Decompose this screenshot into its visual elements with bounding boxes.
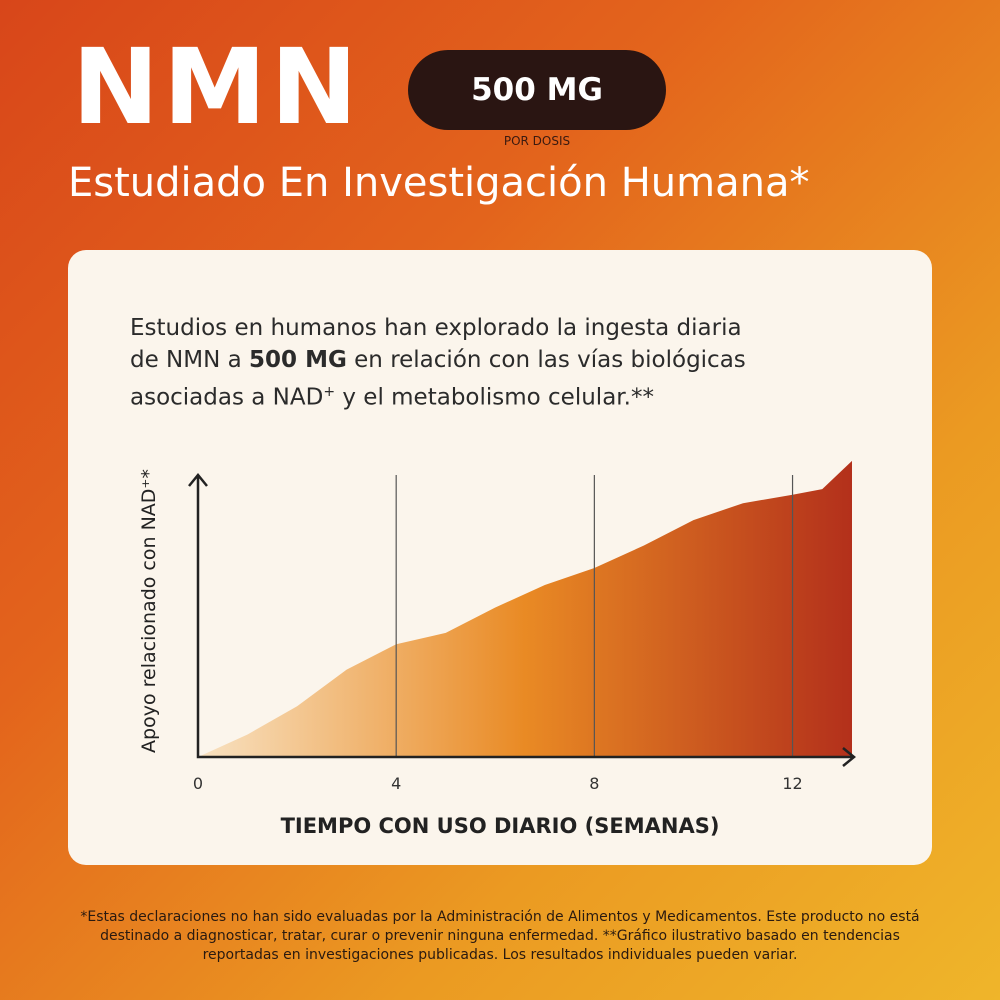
superscript: + (323, 384, 336, 400)
x-tick-label: 0 (193, 774, 203, 793)
footnote: *Estas declaraciones no han sido evaluad… (80, 909, 920, 963)
area (198, 460, 852, 757)
text: en relación con las vías biológicas asoc… (130, 347, 746, 411)
badge: 500 MG (408, 50, 666, 130)
badge-note: POR DOSIS (503, 134, 571, 148)
x-tick-label: 8 (589, 774, 599, 793)
title: NMN (72, 26, 362, 148)
axis (188, 473, 856, 767)
description: Estudios en humanos han explorado la ing… (130, 312, 770, 414)
x-tick-label: 4 (391, 774, 401, 793)
text: Estudios en humanos han explorado la ing… (130, 315, 742, 373)
x-tick-label: 12 (782, 774, 802, 793)
y-axis-label: Apoyo relacionado con NAD⁺* (138, 469, 160, 753)
text: y el metabolismo celular.** (335, 384, 654, 411)
x-axis-label: TIEMPO CON USO DIARIO (SEMANAS) (281, 814, 720, 838)
subtitle: Estudiado En Investigación Humana* (68, 160, 810, 206)
text-bold: 500 MG (249, 347, 347, 373)
